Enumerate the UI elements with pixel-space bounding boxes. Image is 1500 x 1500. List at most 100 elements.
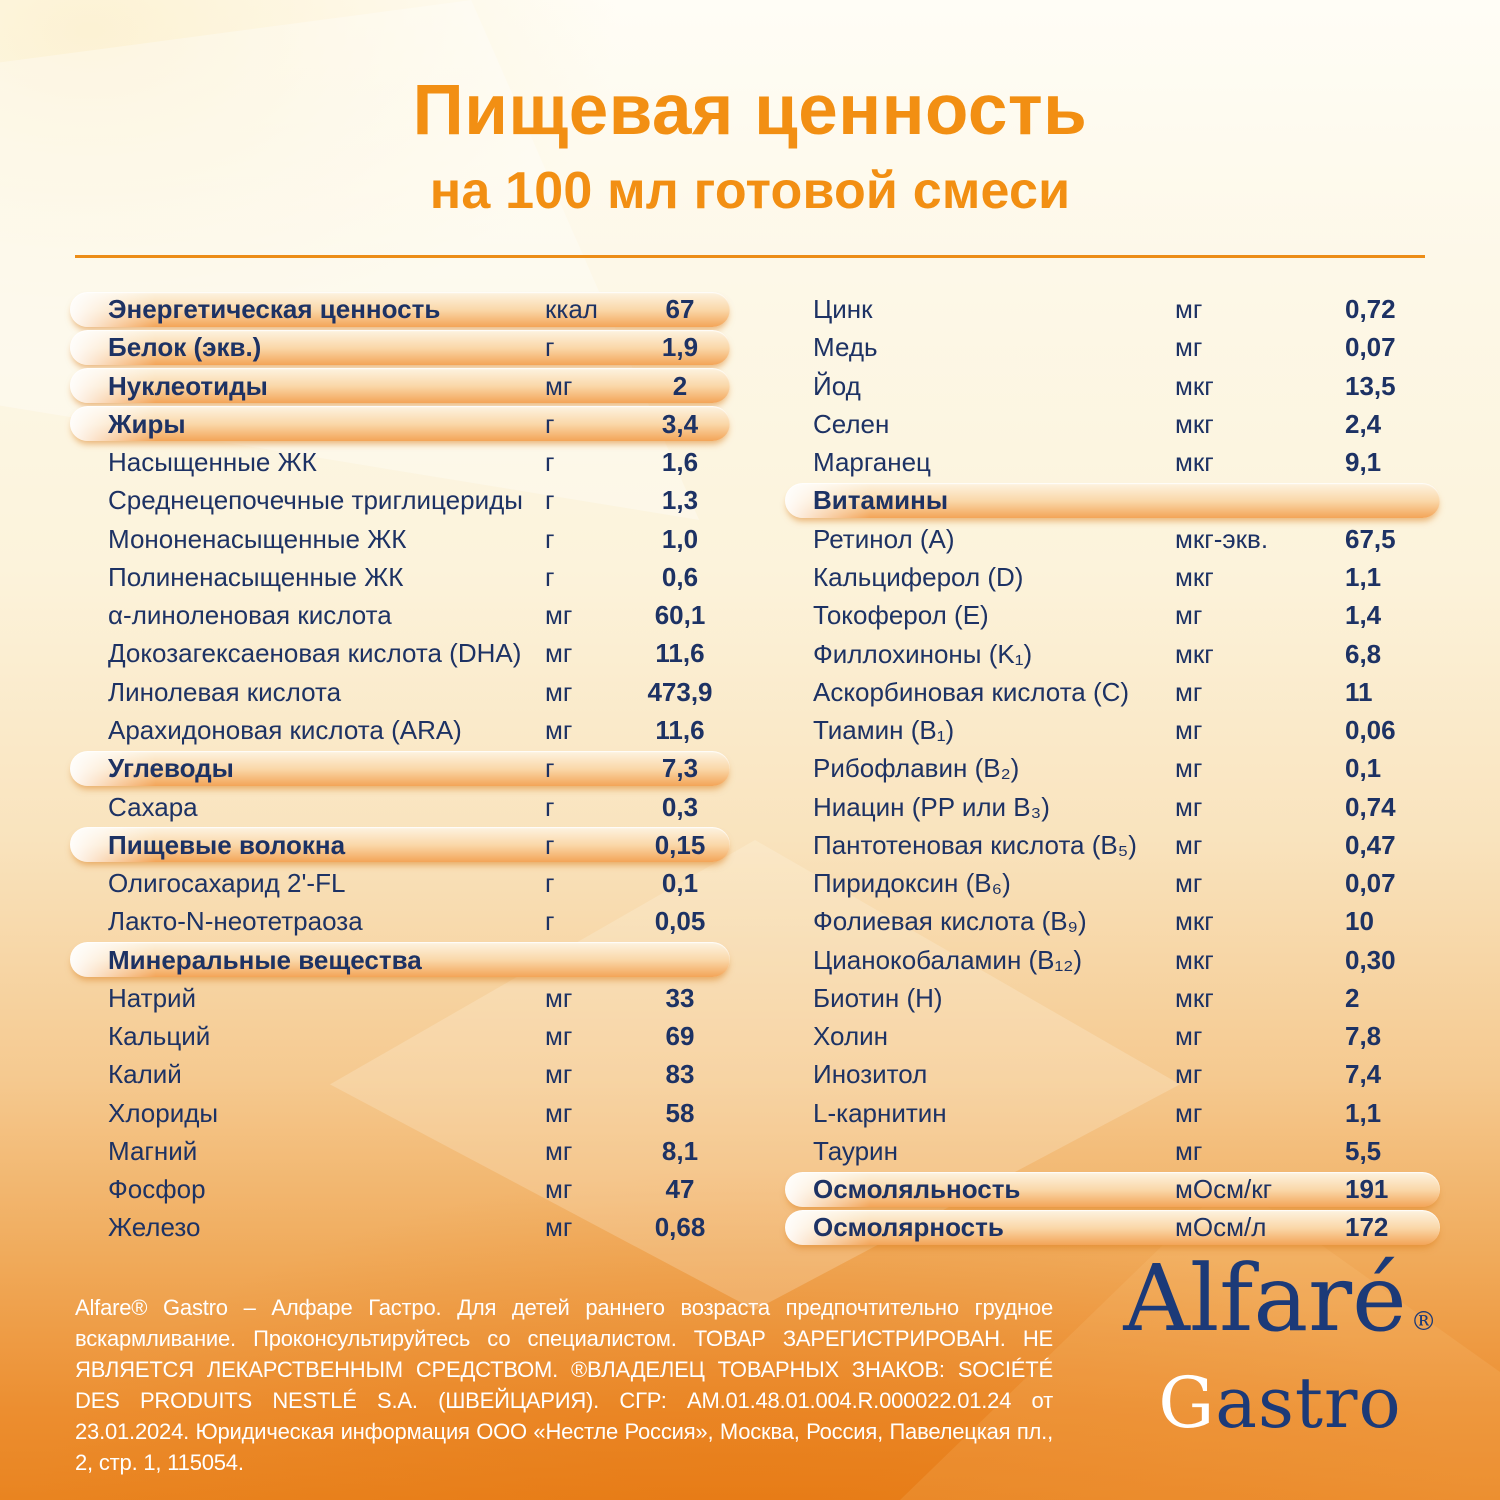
- nutrient-name: α-линоленовая кислота: [108, 600, 392, 631]
- table-row: Среднецепочечные триглицериды г 1,3: [70, 481, 730, 519]
- nutrient-name: Витамины: [813, 485, 949, 516]
- nutrient-value: 7,4: [1345, 1059, 1382, 1090]
- nutrient-unit: мг: [1175, 1059, 1203, 1090]
- table-row: Полиненасыщенные ЖК г 0,6: [70, 558, 730, 596]
- nutrient-value: 0,3: [661, 791, 699, 822]
- nutrient-value: 1,1: [1345, 1097, 1382, 1128]
- table-row: Рибофлавин (B₂) мг 0,1: [785, 749, 1440, 787]
- nutrient-value: 0,68: [654, 1212, 706, 1243]
- table-header-row: Нуклеотиды мг 2: [70, 368, 730, 404]
- nutrient-value: 1,0: [661, 523, 699, 554]
- nutrient-name: Фосфор: [108, 1174, 206, 1205]
- table-row: Олигосахарид 2'-FL г 0,1: [70, 864, 730, 902]
- table-header-row: Жиры г 3,4: [70, 406, 730, 442]
- nutrient-value: 83: [665, 1059, 695, 1090]
- table-row: Цианокобаламин (B₁₂) мкг 0,30: [785, 941, 1440, 979]
- nutrient-unit: мг: [545, 600, 573, 631]
- nutrient-value: 9,1: [1345, 447, 1382, 478]
- nutrient-name: Среднецепочечные триглицериды: [108, 485, 523, 516]
- nutrient-unit: мг: [1175, 791, 1203, 822]
- table-row: L-карнитин мг 1,1: [785, 1094, 1440, 1132]
- nutrient-unit: мг: [545, 1059, 573, 1090]
- table-row: Инозитол мг 7,4: [785, 1055, 1440, 1093]
- nutrient-value: 2,4: [1345, 408, 1382, 439]
- nutrient-value: 5,5: [1345, 1135, 1382, 1166]
- table-row: Пантотеновая кислота (B₅) мг 0,47: [785, 826, 1440, 864]
- logo-gastro-rest: astro: [1215, 1362, 1402, 1444]
- nutrient-name: Минеральные вещества: [108, 944, 422, 975]
- nutrient-name: Жиры: [108, 408, 186, 439]
- nutrient-name: Магний: [108, 1135, 198, 1166]
- nutrient-value: 0,30: [1345, 944, 1396, 975]
- nutrient-value: 0,47: [1345, 829, 1396, 860]
- nutrient-name: Мононенасыщенные ЖК: [108, 523, 407, 554]
- nutrient-name: Осмоляльность: [813, 1174, 1021, 1205]
- table-row: Фосфор мг 47: [70, 1170, 730, 1208]
- table-row: Мононенасыщенные ЖК г 1,0: [70, 520, 730, 558]
- nutrient-unit: мг: [1175, 676, 1203, 707]
- nutrient-unit: мг: [1175, 1021, 1203, 1052]
- nutrient-name: Селен: [813, 408, 890, 439]
- nutrient-unit: мОсм/л: [1175, 1212, 1267, 1243]
- table-row: Йод мкг 13,5: [785, 367, 1440, 405]
- nutrient-name: Нуклеотиды: [108, 370, 268, 401]
- table-row: Селен мкг 2,4: [785, 405, 1440, 443]
- table-row: Насыщенные ЖК г 1,6: [70, 443, 730, 481]
- table-header-row: Витамины: [785, 482, 1440, 518]
- nutrient-name: Углеводы: [108, 753, 234, 784]
- logo-gastro-wordmark: Gastro: [1100, 1368, 1460, 1438]
- table-row: Докозагексаеновая кислота (DHA) мг 11,6: [70, 634, 730, 672]
- table-header-row: Минеральные вещества: [70, 942, 730, 978]
- nutrient-unit: мг: [1175, 332, 1203, 363]
- nutrient-unit: мкг: [1175, 408, 1214, 439]
- nutrient-value: 1,1: [1345, 561, 1382, 592]
- table-header-row: Пищевые волокна г 0,15: [70, 827, 730, 863]
- nutrient-name: Белок (экв.): [108, 332, 262, 363]
- table-row: Таурин мг 5,5: [785, 1132, 1440, 1170]
- nutrient-unit: г: [545, 408, 555, 439]
- nutrient-unit: мг: [545, 982, 573, 1013]
- nutrient-unit: мг: [545, 1212, 573, 1243]
- nutrient-name: Докозагексаеновая кислота (DHA): [108, 638, 522, 669]
- nutrient-unit: мкг: [1175, 447, 1214, 478]
- nutrient-name: Ретинол (A): [813, 523, 955, 554]
- table-row: Аскорбиновая кислота (C) мг 11: [785, 673, 1440, 711]
- nutrient-unit: г: [545, 523, 555, 554]
- nutrient-value: 60,1: [654, 600, 706, 631]
- nutrient-value: 0,06: [1345, 715, 1396, 746]
- nutrient-name: Медь: [813, 332, 878, 363]
- table-row: α-линоленовая кислота мг 60,1: [70, 596, 730, 634]
- nutrient-unit: мг: [545, 1021, 573, 1052]
- nutrient-name: Марганец: [813, 447, 931, 478]
- nutrient-name: Калий: [108, 1059, 182, 1090]
- table-row: Магний мг 8,1: [70, 1132, 730, 1170]
- nutrient-unit: г: [545, 791, 555, 822]
- nutrient-unit: мг: [545, 638, 573, 669]
- nutrient-unit: г: [545, 561, 555, 592]
- table-row: Кальциферол (D) мкг 1,1: [785, 558, 1440, 596]
- registered-trademark-symbol: ®: [1410, 1307, 1437, 1337]
- table-header-row: Белок (экв.) г 1,9: [70, 329, 730, 365]
- table-row: Кальций мг 69: [70, 1017, 730, 1055]
- nutrient-name: Арахидоновая кислота (ARA): [108, 714, 462, 745]
- nutrient-value: 69: [665, 1021, 695, 1052]
- nutrient-name: Таурин: [813, 1135, 898, 1166]
- table-row: Филлохиноны (K₁) мкг 6,8: [785, 634, 1440, 672]
- nutrient-unit: мкг: [1175, 638, 1214, 669]
- nutrient-unit: г: [545, 829, 555, 860]
- nutrient-value: 1,3: [661, 485, 699, 516]
- table-row: Арахидоновая кислота (ARA) мг 11,6: [70, 711, 730, 749]
- table-row: Фолиевая кислота (B₉) мкг 10: [785, 902, 1440, 940]
- nutrient-value: 1,9: [661, 332, 699, 363]
- nutrient-unit: мг: [545, 1174, 573, 1205]
- nutrient-name: Инозитол: [813, 1059, 928, 1090]
- nutrient-name: Насыщенные ЖК: [108, 447, 317, 478]
- nutrient-unit: г: [545, 753, 555, 784]
- nutrient-name: Осмолярность: [813, 1212, 1004, 1243]
- nutrient-value: 11,6: [655, 638, 705, 669]
- table-header-row: Осмолярность мОсм/л 172: [785, 1209, 1440, 1245]
- nutrient-name: Рибофлавин (B₂): [813, 753, 1020, 784]
- nutrient-unit: мкг: [1175, 944, 1214, 975]
- nutrient-unit: мг: [545, 714, 573, 745]
- nutrient-name: Олигосахарид 2'-FL: [108, 868, 346, 899]
